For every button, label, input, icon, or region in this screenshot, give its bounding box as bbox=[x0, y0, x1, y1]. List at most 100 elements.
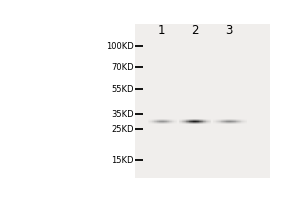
Bar bbox=[207, 120, 208, 121]
Bar bbox=[157, 121, 158, 122]
Bar bbox=[191, 123, 192, 124]
Bar bbox=[239, 121, 240, 122]
Bar bbox=[234, 121, 235, 122]
Bar bbox=[172, 119, 173, 120]
Bar bbox=[243, 119, 244, 120]
Bar bbox=[200, 119, 201, 120]
Bar bbox=[166, 119, 167, 120]
Bar bbox=[217, 121, 218, 122]
Bar bbox=[163, 119, 164, 120]
Bar bbox=[182, 122, 183, 123]
Bar bbox=[200, 123, 202, 124]
Bar bbox=[224, 121, 225, 122]
Bar bbox=[158, 119, 159, 120]
Bar bbox=[185, 120, 187, 121]
Bar bbox=[230, 123, 231, 124]
Bar bbox=[169, 121, 170, 122]
Bar bbox=[196, 123, 198, 124]
Bar bbox=[195, 121, 196, 122]
Bar bbox=[203, 119, 205, 120]
Bar bbox=[189, 119, 190, 120]
Bar bbox=[207, 123, 208, 124]
Bar bbox=[159, 122, 160, 123]
Bar bbox=[206, 123, 207, 124]
Bar bbox=[239, 119, 240, 120]
Bar bbox=[165, 119, 166, 120]
Bar bbox=[195, 119, 196, 120]
Bar bbox=[187, 123, 188, 124]
Bar bbox=[171, 119, 172, 120]
Bar bbox=[190, 123, 191, 124]
Bar bbox=[209, 120, 210, 121]
Bar bbox=[171, 120, 172, 121]
Bar bbox=[171, 123, 172, 124]
Bar bbox=[190, 123, 191, 124]
Bar bbox=[154, 123, 155, 124]
Bar bbox=[202, 122, 204, 123]
Bar bbox=[229, 123, 230, 124]
Bar bbox=[196, 121, 197, 122]
Bar bbox=[202, 120, 203, 121]
Bar bbox=[202, 119, 203, 120]
Bar bbox=[210, 122, 211, 123]
Bar bbox=[208, 121, 209, 122]
Bar bbox=[157, 119, 158, 120]
Bar bbox=[206, 119, 208, 120]
Bar bbox=[220, 123, 222, 124]
Bar bbox=[174, 120, 175, 121]
Bar bbox=[227, 123, 229, 124]
Bar bbox=[167, 121, 168, 122]
Bar bbox=[215, 123, 217, 124]
Bar bbox=[242, 123, 244, 124]
Bar bbox=[164, 123, 166, 124]
Bar bbox=[227, 119, 229, 120]
Bar bbox=[225, 123, 226, 124]
Bar bbox=[154, 123, 155, 124]
Bar bbox=[202, 121, 204, 122]
Bar bbox=[156, 123, 157, 124]
Bar bbox=[170, 123, 171, 124]
Bar bbox=[196, 123, 197, 124]
Bar bbox=[170, 122, 171, 123]
Bar bbox=[169, 123, 171, 124]
Bar bbox=[215, 122, 216, 123]
Bar bbox=[206, 119, 207, 120]
Bar bbox=[213, 123, 214, 124]
Bar bbox=[174, 119, 175, 120]
Bar bbox=[159, 123, 160, 124]
Bar bbox=[189, 123, 190, 124]
Bar bbox=[222, 123, 224, 124]
Bar bbox=[186, 122, 188, 123]
Bar bbox=[164, 123, 165, 124]
Bar bbox=[205, 123, 206, 124]
Bar bbox=[201, 119, 202, 120]
Bar bbox=[164, 120, 165, 121]
Bar bbox=[167, 123, 168, 124]
Bar bbox=[240, 123, 241, 124]
Bar bbox=[162, 122, 164, 123]
Bar bbox=[154, 121, 155, 122]
Text: 25KD: 25KD bbox=[112, 125, 134, 134]
Bar bbox=[234, 119, 235, 120]
Bar bbox=[226, 119, 228, 120]
Bar bbox=[161, 123, 162, 124]
Bar bbox=[220, 119, 221, 120]
Bar bbox=[236, 119, 238, 120]
Bar bbox=[233, 123, 234, 124]
Bar bbox=[225, 120, 226, 121]
Bar bbox=[209, 121, 210, 122]
Bar bbox=[160, 121, 161, 122]
Bar bbox=[238, 120, 239, 121]
Bar bbox=[149, 121, 151, 122]
Bar bbox=[182, 120, 183, 121]
Bar bbox=[230, 119, 231, 120]
Bar bbox=[232, 123, 233, 124]
Bar bbox=[148, 122, 149, 123]
Bar bbox=[192, 119, 193, 120]
Bar bbox=[164, 123, 165, 124]
Bar bbox=[200, 123, 201, 124]
Bar bbox=[196, 123, 198, 124]
Bar bbox=[185, 121, 187, 122]
Bar bbox=[164, 123, 166, 124]
Bar bbox=[182, 123, 183, 124]
